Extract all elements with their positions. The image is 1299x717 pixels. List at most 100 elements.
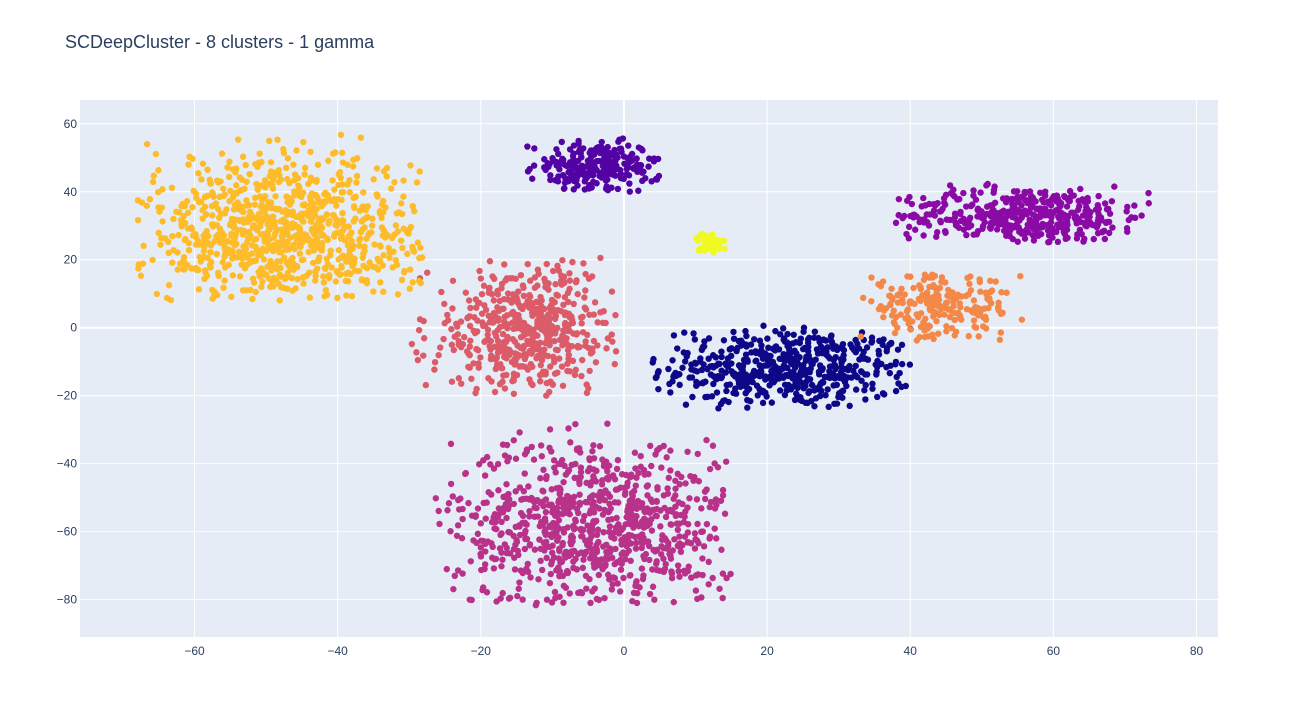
data-point [648,462,655,470]
data-point [488,352,495,359]
data-point [724,355,732,362]
data-point [601,488,609,496]
data-point [503,514,510,522]
data-point [341,237,349,244]
data-point [550,457,558,464]
data-point [368,222,376,229]
data-point [379,197,387,205]
data-point [313,178,320,185]
data-point [276,297,283,304]
data-point [663,454,670,461]
data-point [1014,193,1021,201]
data-point [650,355,657,363]
data-point [676,381,683,389]
data-point [305,235,313,243]
data-point [632,465,639,472]
data-point [852,362,859,370]
data-point [929,331,936,338]
data-point [679,500,686,508]
data-point [564,360,571,367]
data-point [700,361,707,368]
data-point [1057,200,1065,207]
data-point [236,273,244,280]
data-point [184,209,192,216]
data-point [202,239,210,246]
data-point [682,480,689,487]
data-point [369,215,376,222]
data-point [892,219,900,227]
data-point [444,311,451,319]
data-point [1029,219,1037,226]
data-point [1101,235,1109,243]
data-point [716,360,723,368]
data-point [1068,209,1075,216]
data-point [569,152,577,160]
data-point [356,236,363,244]
data-point [580,260,587,267]
data-point [646,556,653,564]
data-point [758,342,765,349]
data-point [579,532,586,540]
data-point [667,552,674,559]
data-point [324,261,331,268]
data-point [386,249,393,256]
data-point [1002,217,1009,224]
data-point [517,363,525,370]
data-point [703,520,711,528]
data-point [641,471,648,478]
data-point [585,169,592,177]
data-point [596,505,603,512]
data-point [143,202,150,209]
data-point [374,266,382,273]
data-point [431,366,438,373]
data-point [715,405,722,412]
data-point [546,426,554,433]
data-point [277,218,285,225]
data-point [654,155,662,163]
data-point [290,161,297,168]
data-point [674,526,682,534]
data-point [236,174,244,181]
data-point [410,207,418,215]
data-point [389,264,396,271]
data-point [586,311,593,318]
data-point [531,274,539,281]
data-point [400,177,407,184]
data-point [486,318,494,326]
data-point [612,348,620,355]
data-point [797,394,804,401]
data-point [491,343,499,350]
data-point [542,531,549,538]
data-point [1060,213,1067,221]
data-point [360,189,367,196]
data-point [904,273,911,280]
data-point [1023,211,1030,218]
data-point [568,314,575,321]
data-point [494,291,502,298]
data-point [715,372,722,380]
data-point [146,196,154,203]
data-point [379,262,386,269]
data-point [614,185,622,193]
data-point [712,496,720,503]
data-point [490,465,498,472]
data-point [950,298,957,305]
data-point [561,279,568,287]
data-point [504,290,512,297]
data-point [213,177,221,184]
data-point [500,305,507,312]
data-point [942,191,950,199]
data-point [300,138,307,146]
data-point [157,241,164,248]
data-point [313,234,321,242]
data-point [1021,196,1029,204]
data-point [594,342,601,349]
data-point [276,205,283,213]
data-point [556,593,563,600]
data-point [510,325,517,333]
data-point [752,348,759,355]
data-point [625,142,632,149]
data-point [513,354,520,362]
data-point [1037,210,1045,217]
